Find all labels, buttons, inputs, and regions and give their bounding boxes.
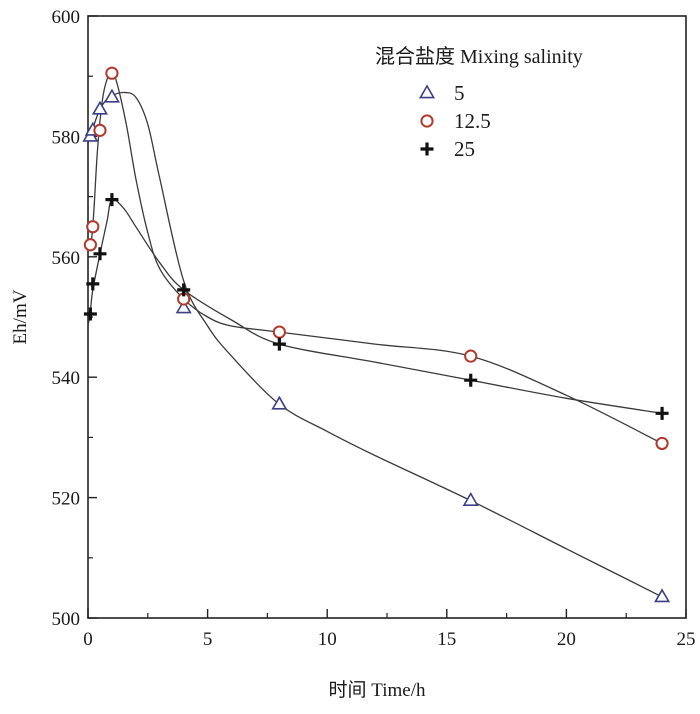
- x-axis-label: 时间 Time/h: [329, 679, 426, 701]
- x-tick-label: 25: [677, 629, 696, 650]
- data-point-circle-series-12-5: [83, 238, 97, 252]
- data-point-circle-series-12-5: [86, 220, 100, 234]
- legend: 混合盐度 Mixing salinity 5 12.5 25: [375, 45, 583, 161]
- x-tick-label: 10: [318, 629, 337, 650]
- y-tick-label: 500: [52, 609, 81, 630]
- legend-marker-circle: [420, 114, 434, 128]
- fit-curves: [87, 72, 663, 598]
- legend-marker-plus: [420, 142, 434, 156]
- legend-label: 12.5: [454, 109, 491, 133]
- y-tick-label: 520: [52, 489, 81, 510]
- y-tick-label: 600: [52, 7, 81, 28]
- data-markers: [82, 66, 671, 603]
- data-point-triangle-series-5: [91, 100, 108, 115]
- plot-frame: [87, 15, 687, 619]
- data-point-circle-series-12-5: [272, 325, 286, 339]
- x-tick-label: 15: [437, 629, 456, 650]
- y-tick-label: 580: [52, 127, 81, 148]
- y-tick-label: 560: [52, 248, 81, 269]
- y-axis-label: Eh/mV: [10, 289, 31, 344]
- x-tick-label: 0: [83, 629, 93, 650]
- data-point-plus-series-25: [93, 247, 107, 261]
- data-point-circle-series-12-5: [105, 66, 119, 80]
- x-tick-label: 5: [203, 629, 213, 650]
- data-point-triangle-series-5: [654, 588, 671, 603]
- data-point-plus-series-25: [464, 373, 478, 387]
- data-point-plus-series-25: [655, 406, 669, 420]
- fit-curve-12-5: [87, 72, 663, 444]
- axes: 0 5 10 15 20 25 500 520 540 560 580 600 时间 Time/h Eh/…: [10, 7, 696, 701]
- data-point-plus-series-25: [86, 277, 100, 291]
- data-point-circle-series-12-5: [655, 436, 669, 451]
- legend-title: 混合盐度 Mixing salinity: [375, 45, 583, 68]
- data-point-plus-series-25: [83, 307, 97, 321]
- legend-label: 5: [454, 81, 465, 105]
- x-tick-label: 20: [557, 629, 576, 650]
- data-point-triangle-series-5: [103, 88, 120, 103]
- data-point-triangle-series-5: [175, 299, 192, 314]
- data-point-circle-series-12-5: [93, 123, 107, 137]
- data-point-triangle-series-5: [271, 395, 288, 410]
- data-point-plus-series-25: [177, 283, 191, 297]
- data-point-circle-series-12-5: [464, 349, 478, 363]
- y-tick-label: 540: [52, 368, 81, 389]
- data-point-plus-series-25: [272, 337, 286, 351]
- data-point-triangle-series-5: [462, 492, 479, 506]
- legend-marker-triangle: [418, 84, 436, 99]
- data-point-plus-series-25: [105, 193, 119, 207]
- legend-label: 25: [454, 137, 475, 161]
- fit-curve-25: [87, 198, 663, 414]
